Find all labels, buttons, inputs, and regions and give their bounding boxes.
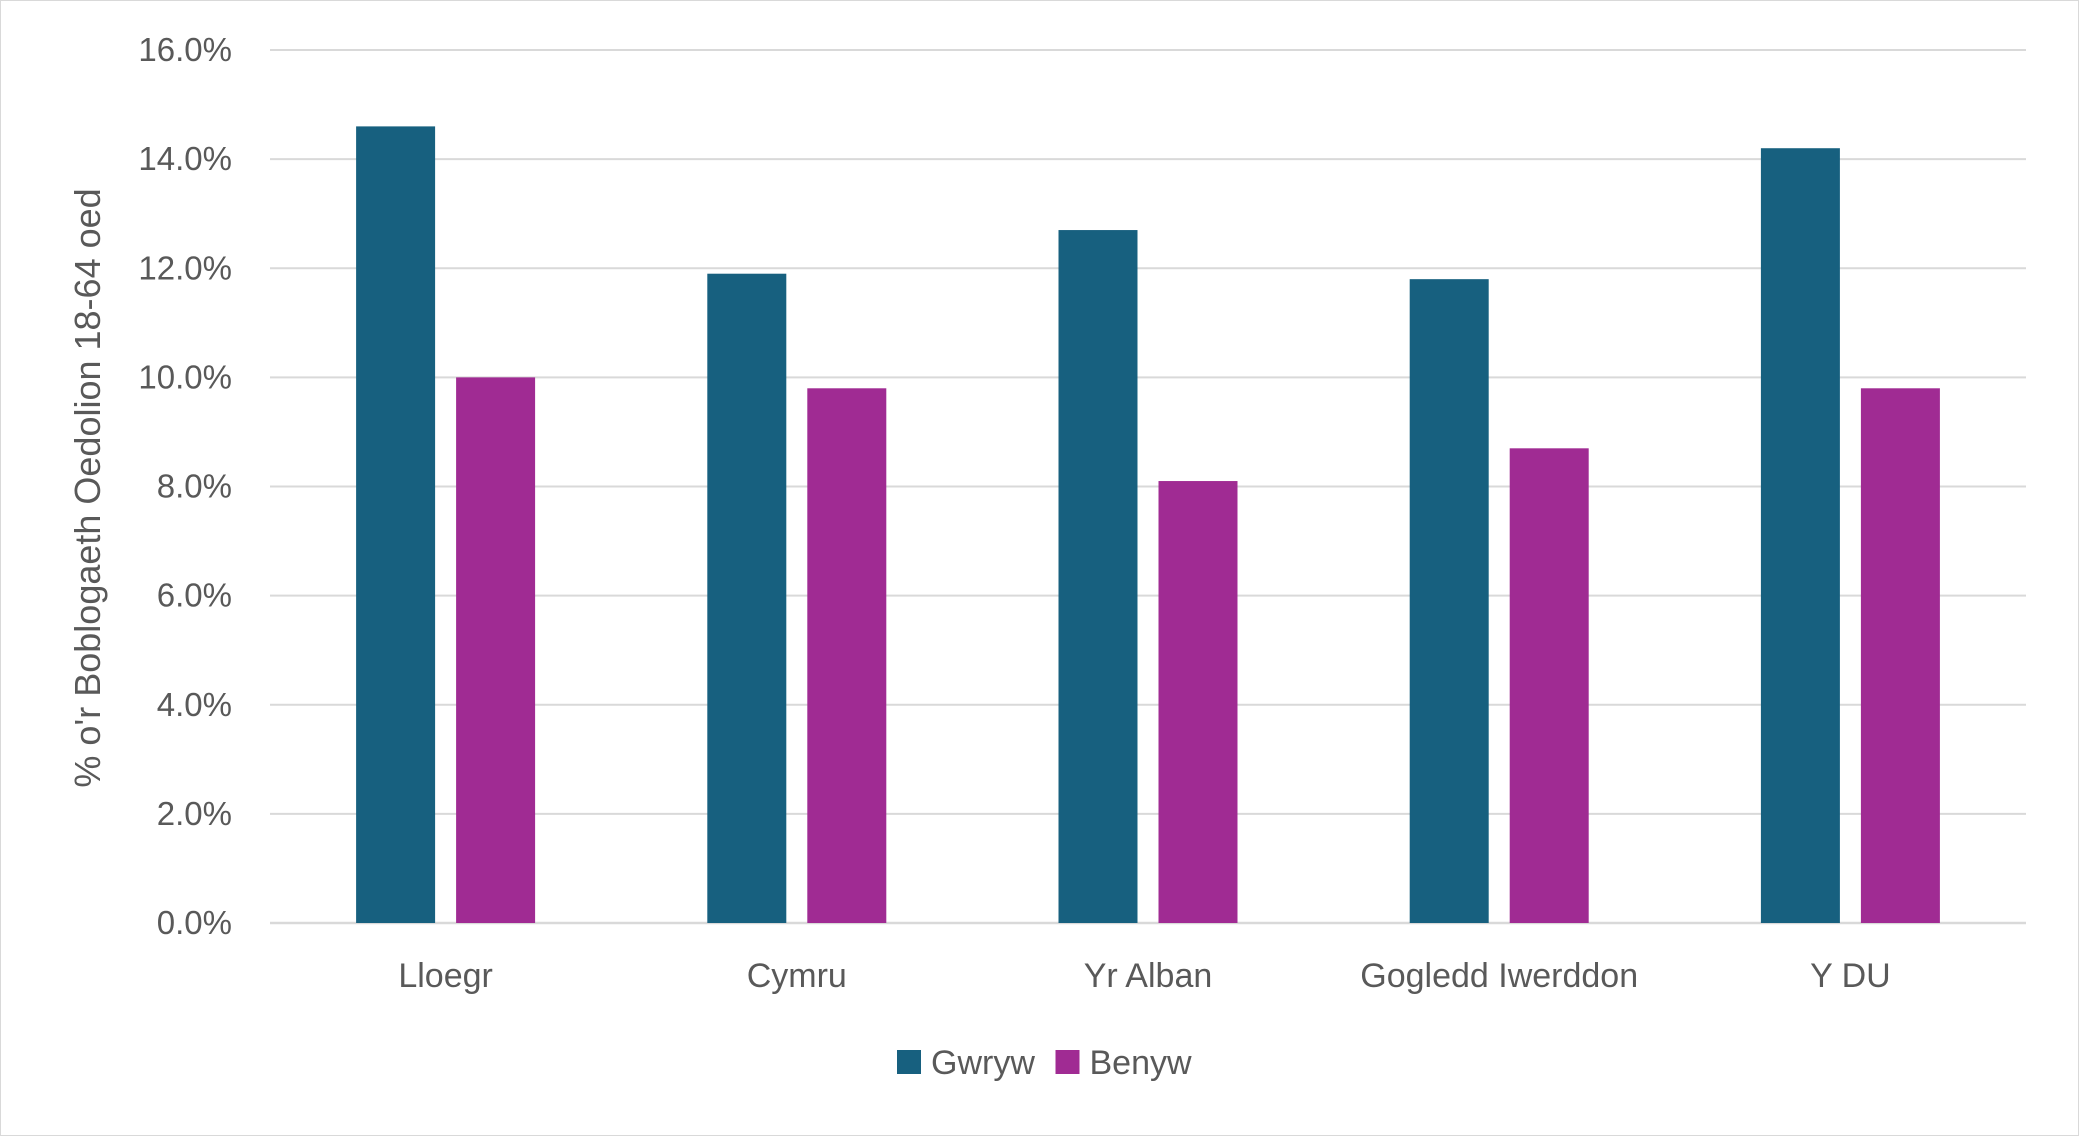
y-tick-label: 14.0% — [138, 140, 232, 177]
y-axis-label: % o'r Boblogaeth Oedolion 18-64 oed — [67, 188, 108, 787]
y-axis-ticks: 0.0% 2.0% 4.0% 6.0% 8.0% 10.0% 12.0% 14.0% 16.0% — [138, 31, 232, 941]
legend-label-gwryw: Gwryw — [931, 1044, 1035, 1082]
y-tick-label: 10.0% — [138, 358, 232, 395]
y-tick-label: 2.0% — [157, 795, 232, 832]
bar-gwryw-1 — [707, 273, 787, 923]
x-category-label: Lloegr — [398, 957, 493, 995]
bar-benyw-4 — [1860, 388, 1940, 924]
bar-benyw-0 — [456, 377, 536, 923]
x-category-label: Yr Alban — [1084, 957, 1213, 995]
x-axis-categories: Lloegr Cymru Yr Alban Gogledd Iwerddon Y DU — [398, 957, 1890, 995]
x-category-label: Cymru — [747, 957, 847, 995]
y-tick-label: 6.0% — [157, 577, 232, 614]
legend-swatch-gwryw — [897, 1050, 921, 1074]
legend-swatch-benyw — [1055, 1050, 1080, 1074]
bar-benyw-2 — [1158, 481, 1238, 923]
x-category-label: Gogledd Iwerddon — [1360, 957, 1638, 995]
bars — [356, 126, 1940, 924]
y-tick-label: 12.0% — [138, 249, 232, 286]
legend-label-benyw: Benyw — [1090, 1044, 1192, 1082]
y-tick-label: 8.0% — [157, 468, 232, 505]
y-tick-label: 4.0% — [157, 686, 232, 723]
x-category-label: Y DU — [1810, 957, 1891, 995]
y-tick-label: 0.0% — [157, 904, 232, 941]
bar-gwryw-2 — [1058, 230, 1138, 923]
gridlines — [270, 49, 2026, 925]
legend: Gwryw Benyw — [897, 1044, 1192, 1082]
bar-gwryw-0 — [356, 126, 436, 923]
bar-gwryw-3 — [1409, 279, 1489, 924]
bar-benyw-3 — [1509, 448, 1589, 923]
y-tick-label: 16.0% — [138, 31, 232, 68]
bar-benyw-1 — [807, 388, 887, 924]
bar-gwryw-4 — [1760, 148, 1840, 923]
